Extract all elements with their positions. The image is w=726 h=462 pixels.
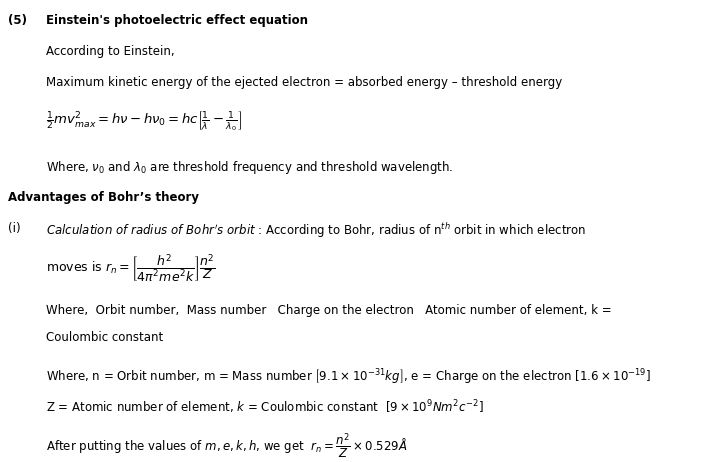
Text: Z = Atomic number of element, $k$ = Coulombic constant  $\left[9\times10^9 Nm^2c: Z = Atomic number of element, $k$ = Coul… xyxy=(46,398,484,416)
Text: Coulombic constant: Coulombic constant xyxy=(46,331,163,344)
Text: Where, $\nu_0$ and $\lambda_0$ are threshold frequency and threshold wavelength.: Where, $\nu_0$ and $\lambda_0$ are thres… xyxy=(46,158,454,176)
Text: $\frac{1}{2}mv^2_{max} = h\nu - h\nu_0 = hc\left[\frac{1}{\lambda} - \frac{1}{\l: $\frac{1}{2}mv^2_{max} = h\nu - h\nu_0 =… xyxy=(46,109,242,134)
Text: Where, n = Orbit number, m = Mass number $\left[9.1\times10^{-31}kg\right]$, e =: Where, n = Orbit number, m = Mass number… xyxy=(46,367,651,387)
Text: (i): (i) xyxy=(8,222,20,235)
Text: $\it{Calculation\ of\ radius\ of\ Bohr's\ orbit}$ : According to Bohr, radius of: $\it{Calculation\ of\ radius\ of\ Bohr's… xyxy=(46,222,587,240)
Text: According to Einstein,: According to Einstein, xyxy=(46,45,175,58)
Text: moves is $r_n = \left[\dfrac{h^2}{4\pi^2 me^2 k}\right]\dfrac{n^2}{Z}$: moves is $r_n = \left[\dfrac{h^2}{4\pi^2… xyxy=(46,252,216,284)
Text: Where,  Orbit number,  Mass number   Charge on the electron   Atomic number of e: Where, Orbit number, Mass number Charge … xyxy=(46,304,612,317)
Text: Einstein's photoelectric effect equation: Einstein's photoelectric effect equation xyxy=(46,14,309,27)
Text: Maximum kinetic energy of the ejected electron = absorbed energy – threshold ene: Maximum kinetic energy of the ejected el… xyxy=(46,76,563,89)
Text: Advantages of Bohr’s theory: Advantages of Bohr’s theory xyxy=(8,191,199,204)
Text: (5): (5) xyxy=(8,14,27,27)
Text: After putting the values of $m,e,k,h$, we get  $r_n = \dfrac{n^2}{Z}\times 0.529: After putting the values of $m,e,k,h$, w… xyxy=(46,432,408,461)
